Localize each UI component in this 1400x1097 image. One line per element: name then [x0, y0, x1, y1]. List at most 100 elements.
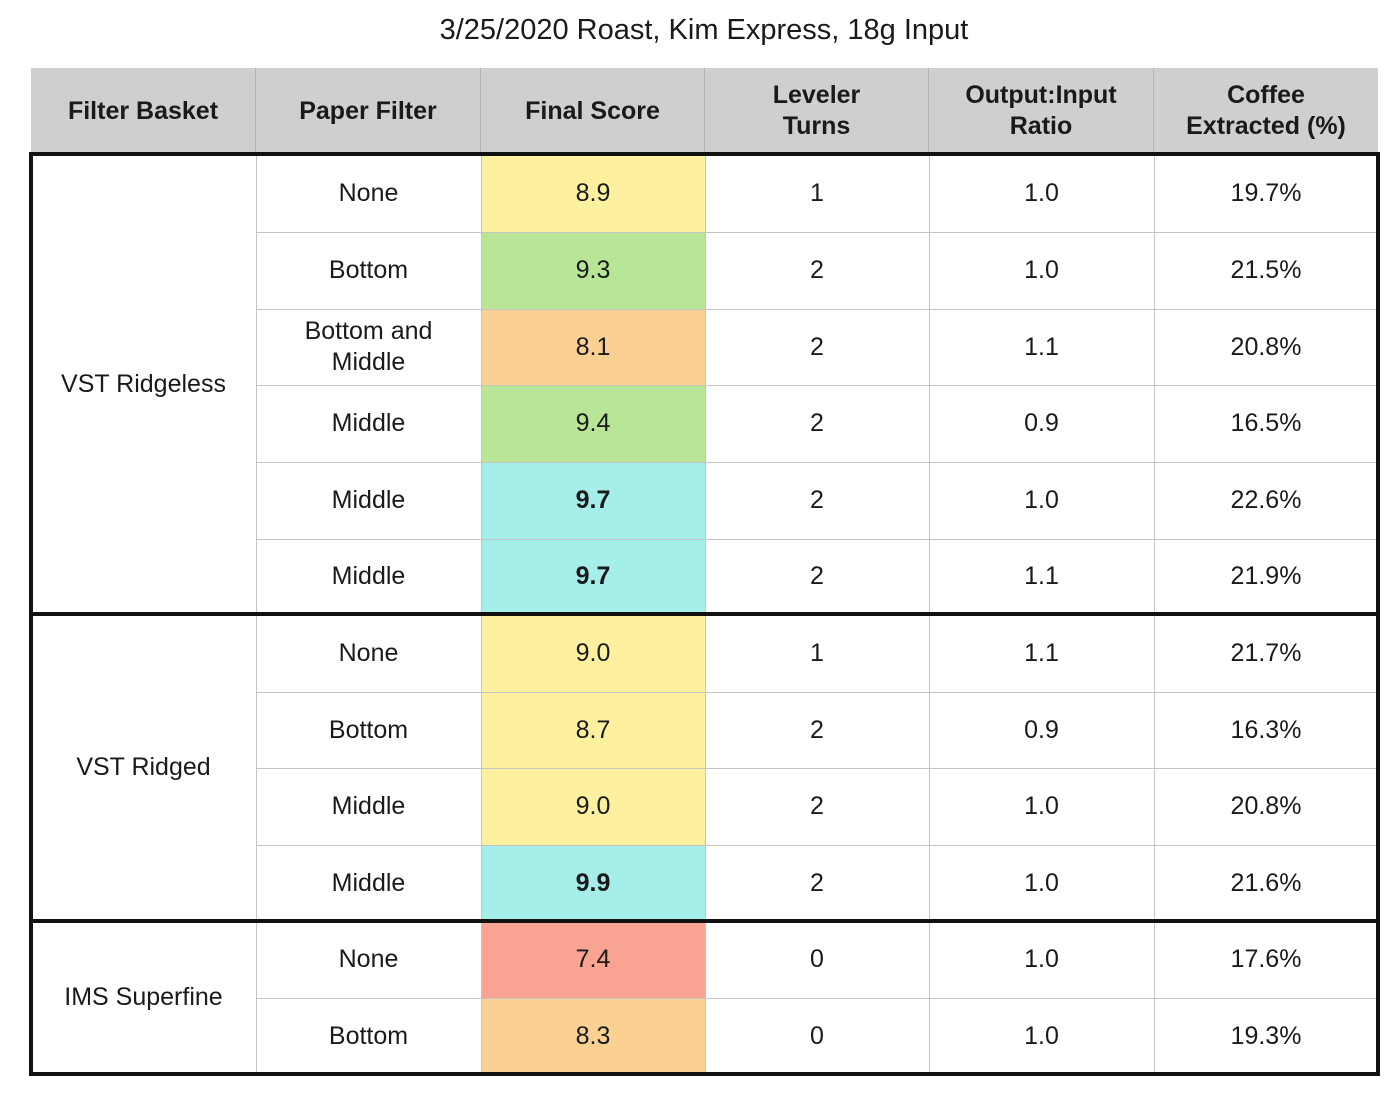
column-divider: [705, 614, 706, 921]
row-divider: [256, 768, 1378, 769]
final-score-cell: 8.1: [575, 332, 611, 361]
header-paper-filter: Paper Filter: [256, 68, 481, 154]
score-cell-fill: [481, 768, 705, 845]
column-divider: [1154, 921, 1155, 1074]
column-divider: [705, 154, 706, 614]
coffee-extracted-cell: 21.7%: [1230, 638, 1302, 667]
final-score-cell: 8.3: [575, 1021, 611, 1050]
leveler-turns-cell: 2: [810, 486, 824, 514]
section-border: [29, 612, 1380, 923]
row-divider: [256, 692, 1378, 693]
row-divider: [256, 309, 1378, 310]
final-score-cell: 9.3: [575, 256, 611, 284]
coffee-extracted-cell: 20.8%: [1230, 332, 1302, 361]
coffee-extracted-cell: 16.3%: [1230, 715, 1302, 744]
output-input-ratio-cell: 1.1: [1024, 562, 1059, 590]
final-score-cell: 9.7: [575, 486, 611, 514]
output-input-ratio-cell: 1.1: [1024, 638, 1059, 667]
output-input-ratio-cell: 1.0: [1024, 178, 1059, 207]
leveler-turns-cell: 2: [810, 256, 824, 284]
header-output-input-ratio: Output:Input Ratio: [929, 68, 1154, 154]
row-divider: [256, 232, 1378, 233]
filter-basket-cell: VST Ridged: [76, 753, 211, 781]
filter-basket-cell: VST Ridgeless: [61, 369, 226, 398]
leveler-turns-cell: 0: [810, 945, 824, 973]
coffee-extracted-cell: 17.6%: [1230, 945, 1302, 973]
output-input-ratio-cell: 1.0: [1024, 1021, 1059, 1050]
table-header: Filter Basket Paper Filter Final Score Leve…: [31, 68, 1378, 154]
column-divider: [1154, 154, 1155, 614]
leveler-turns-cell: 1: [810, 178, 824, 207]
leveler-turns-cell: 1: [810, 638, 824, 667]
output-input-ratio-cell: 1.0: [1024, 945, 1059, 973]
table-title: 3/25/2020 Roast, Kim Express, 18g Input: [439, 14, 969, 46]
score-cell-fill: [481, 614, 705, 692]
leveler-turns-cell: 0: [810, 1021, 824, 1050]
row-divider: [256, 462, 1378, 463]
final-score-cell: 9.0: [575, 792, 611, 820]
score-cell-fill: [481, 462, 705, 539]
row-divider: [256, 539, 1378, 540]
leveler-turns-cell: 2: [810, 868, 824, 897]
section-border: [29, 152, 1380, 616]
paper-filter-cell: Bottom and Middle: [304, 317, 433, 376]
coffee-extracted-cell: 19.7%: [1230, 178, 1302, 207]
score-cell-fill: [481, 539, 705, 614]
coffee-extracted-cell: 21.5%: [1230, 256, 1302, 284]
paper-filter-cell: Bottom: [328, 256, 409, 284]
leveler-turns-cell: 2: [810, 715, 824, 744]
output-input-ratio-cell: 1.0: [1024, 486, 1059, 514]
paper-filter-cell: None: [338, 638, 399, 667]
paper-filter-cell: None: [338, 178, 399, 207]
output-input-ratio-cell: 1.0: [1024, 868, 1059, 897]
column-divider: [256, 154, 257, 614]
leveler-turns-cell: 2: [810, 562, 824, 590]
column-divider: [705, 921, 706, 1074]
column-divider: [1154, 614, 1155, 921]
coffee-extracted-cell: 21.6%: [1230, 868, 1302, 897]
output-input-ratio-cell: 0.9: [1024, 409, 1059, 437]
leveler-turns-cell: 2: [810, 409, 824, 437]
final-score-cell: 7.4: [575, 945, 611, 973]
score-cell-fill: [481, 309, 705, 385]
coffee-extracted-cell: 19.3%: [1230, 1021, 1302, 1050]
paper-filter-cell: Middle: [331, 792, 406, 820]
paper-filter-cell: Middle: [331, 486, 406, 514]
score-cell-fill: [481, 998, 705, 1074]
paper-filter-cell: Bottom: [328, 1021, 409, 1050]
final-score-cell: 9.4: [575, 409, 611, 437]
final-score-cell: 8.9: [575, 178, 611, 207]
score-cell-fill: [481, 154, 705, 232]
paper-filter-cell: Middle: [331, 409, 406, 437]
column-divider: [929, 921, 930, 1074]
score-cell-fill: [481, 921, 705, 998]
output-input-ratio-cell: 0.9: [1024, 715, 1059, 744]
coffee-extracted-cell: 22.6%: [1230, 486, 1302, 514]
filter-basket-cell: IMS Superfine: [64, 983, 223, 1011]
leveler-turns-cell: 2: [810, 332, 824, 361]
final-score-cell: 8.7: [575, 715, 611, 744]
row-divider: [256, 845, 1378, 846]
header-coffee-extracted: Coffee Extracted (%): [1186, 81, 1346, 140]
score-cell-fill: [481, 232, 705, 309]
output-input-ratio-cell: 1.1: [1024, 332, 1059, 361]
score-cell-fill: [481, 845, 705, 921]
row-divider: [256, 998, 1378, 999]
paper-filter-cell: Middle: [331, 562, 406, 590]
paper-filter-cell: Middle: [331, 868, 406, 897]
paper-filter-cell: None: [338, 945, 399, 973]
coffee-extracted-cell: 21.9%: [1230, 562, 1302, 590]
final-score-cell: 9.9: [575, 868, 611, 897]
score-cell-fill: [481, 692, 705, 768]
column-divider: [481, 614, 482, 921]
row-divider: [256, 385, 1378, 386]
output-input-ratio-cell: 1.0: [1024, 792, 1059, 820]
final-score-cell: 9.0: [575, 638, 611, 667]
column-divider: [481, 154, 482, 614]
column-divider: [929, 614, 930, 921]
column-divider: [256, 614, 257, 921]
output-input-ratio-cell: 1.0: [1024, 256, 1059, 284]
coffee-extracted-cell: 20.8%: [1230, 792, 1302, 820]
score-cell-fill: [481, 385, 705, 462]
header-final-score: Final Score: [481, 68, 705, 154]
